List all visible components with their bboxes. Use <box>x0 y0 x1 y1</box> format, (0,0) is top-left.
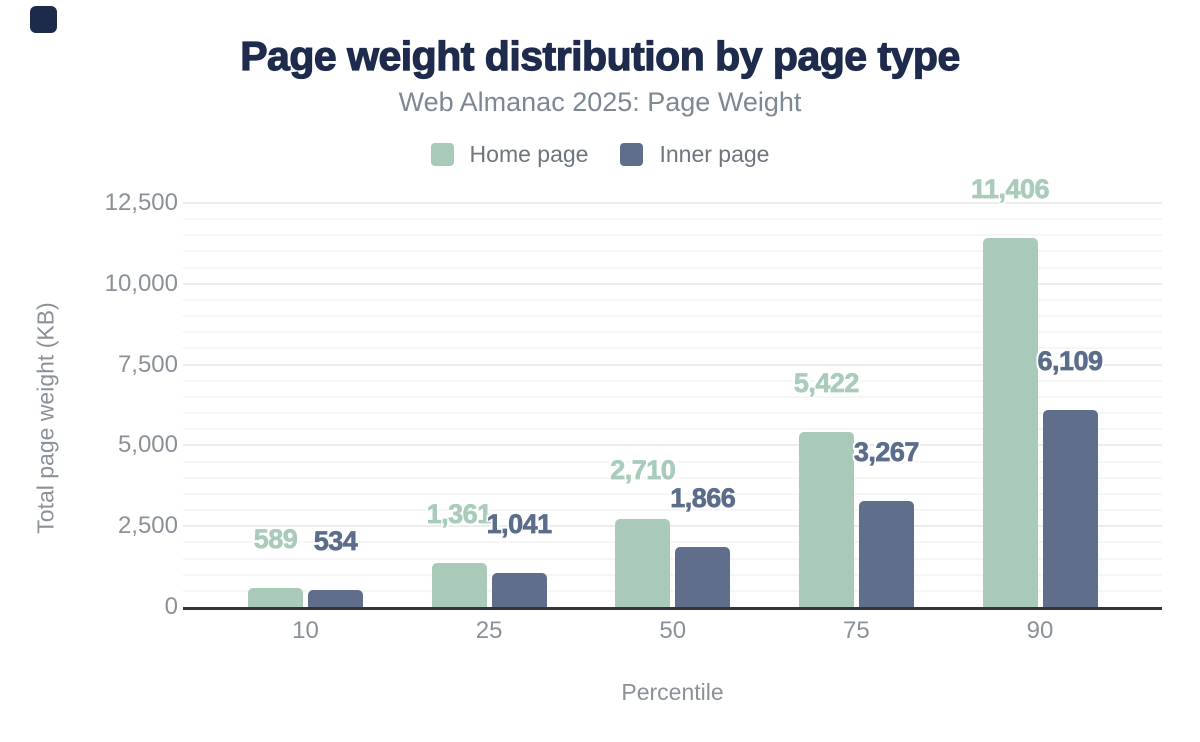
y-tick-label: 7,500 <box>117 350 178 378</box>
y-tick-label: 5,000 <box>117 431 178 459</box>
major-gridline <box>183 444 1162 447</box>
minor-gridline <box>183 412 1162 415</box>
home-page-bar[interactable] <box>431 563 487 607</box>
y-tick-label: 2,500 <box>117 512 178 540</box>
home-page-value-label: 589 <box>253 523 298 554</box>
minor-gridline <box>183 589 1162 592</box>
inner-page-bar[interactable] <box>1042 409 1098 607</box>
minor-gridline <box>183 509 1162 512</box>
major-gridline <box>183 363 1162 366</box>
x-tick-label: 50 <box>659 617 687 644</box>
home-page-value-label: 11,406 <box>970 174 1050 205</box>
x-tick-label: 90 <box>1026 617 1054 644</box>
minor-gridline <box>183 266 1162 269</box>
inner-page-bar[interactable] <box>858 501 914 607</box>
inner-page-value-label: 6,109 <box>1037 345 1103 376</box>
legend-label: Home page <box>469 140 589 167</box>
y-axis-title: Total page weight (KB) <box>32 302 59 534</box>
home-page-bar[interactable] <box>248 587 303 607</box>
minor-gridline <box>183 331 1162 334</box>
minor-gridline <box>183 250 1162 253</box>
major-gridline <box>183 525 1162 528</box>
home-page-value-label: 2,710 <box>610 455 676 486</box>
home-page-value-label: 5,422 <box>793 367 859 398</box>
legend-item-inner-page[interactable]: Inner page <box>620 140 770 167</box>
x-axis-title: Percentile <box>621 679 724 705</box>
x-axis-line <box>183 607 1162 610</box>
x-tick-label: 25 <box>475 617 503 644</box>
x-tick-label: 75 <box>843 617 870 644</box>
home-page-value-label: 1,361 <box>426 499 492 529</box>
minor-gridline <box>183 428 1162 431</box>
minor-gridline <box>183 379 1162 382</box>
home-page-swatch-icon <box>430 142 454 166</box>
minor-gridline <box>183 234 1162 237</box>
inner-page-value-label: 1,041 <box>486 509 552 540</box>
inner-page-bar[interactable] <box>491 573 547 607</box>
minor-gridline <box>183 315 1162 318</box>
minor-gridline <box>183 298 1162 301</box>
x-tick-label: 10 <box>292 617 319 644</box>
legend-item-home-page[interactable]: Home page <box>430 140 589 167</box>
chart-title: Page weight distribution by page type <box>240 32 961 79</box>
y-tick-label: 0 <box>164 593 178 620</box>
y-tick-label: 12,500 <box>104 189 178 216</box>
minor-gridline <box>183 476 1162 479</box>
minor-gridline <box>183 573 1162 576</box>
minor-gridline <box>183 395 1162 398</box>
minor-gridline <box>183 347 1162 350</box>
home-page-bar[interactable] <box>982 238 1038 607</box>
logo-mark <box>30 6 57 33</box>
minor-gridline <box>183 218 1162 221</box>
minor-gridline <box>183 492 1162 495</box>
minor-gridline <box>183 557 1162 560</box>
y-tick-label: 10,000 <box>104 269 178 297</box>
chart-subtitle: Web Almanac 2025: Page Weight <box>398 87 802 117</box>
legend-label: Inner page <box>659 140 770 167</box>
inner-page-value-label: 3,267 <box>853 437 919 468</box>
inner-page-bar[interactable] <box>308 589 363 607</box>
minor-gridline <box>183 541 1162 544</box>
chart-legend: Home page Inner page <box>0 141 1200 167</box>
inner-page-value-label: 534 <box>313 525 358 556</box>
inner-page-bar[interactable] <box>675 546 731 607</box>
major-gridline <box>183 202 1162 204</box>
major-gridline <box>183 282 1162 285</box>
home-page-bar[interactable] <box>615 519 671 607</box>
home-page-bar[interactable] <box>798 431 854 607</box>
minor-gridline <box>183 460 1162 463</box>
inner-page-value-label: 1,866 <box>670 482 736 513</box>
inner-page-swatch-icon <box>620 142 644 166</box>
